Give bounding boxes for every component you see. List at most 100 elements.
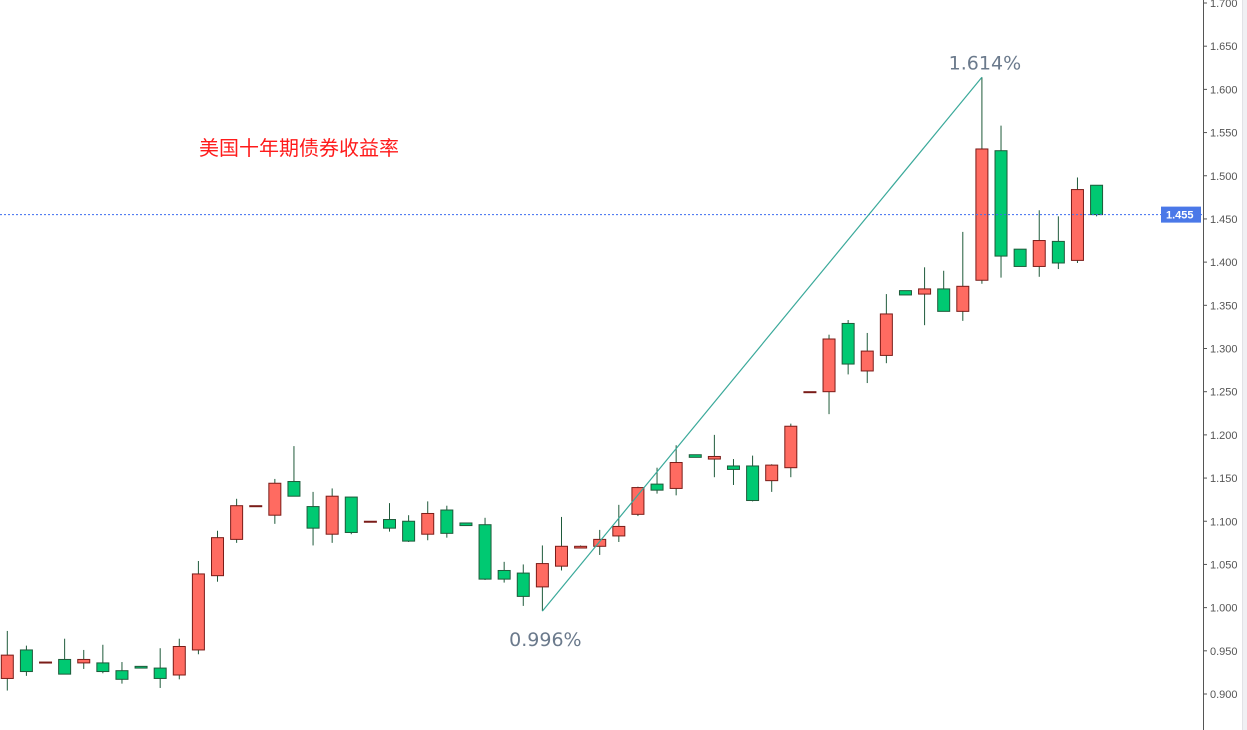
candle-body-up <box>612 525 626 537</box>
trendline[interactable] <box>541 76 983 612</box>
y-tick-label: 1.300 <box>1210 344 1238 356</box>
candle-body-down <box>134 665 148 669</box>
y-axis[interactable]: 0.900 0.950 1.000 1.050 1.100 1.150 1.200 1.250… <box>1203 0 1238 730</box>
candle <box>268 478 282 524</box>
candle <box>937 270 951 312</box>
candle <box>593 529 607 555</box>
candle <box>860 332 874 384</box>
candle-body-down <box>994 150 1008 257</box>
candle <box>746 455 760 502</box>
y-tick-label: 1.100 <box>1210 516 1238 528</box>
candle <box>211 530 225 582</box>
candle-body-up <box>0 654 14 679</box>
y-tick-label: 1.200 <box>1210 430 1238 442</box>
candle-body-down <box>1090 184 1104 216</box>
candle-body-up <box>211 537 225 577</box>
candle <box>516 564 530 606</box>
candle-body-down <box>688 454 702 458</box>
y-tick-label: 1.500 <box>1210 171 1238 183</box>
candle <box>383 503 396 532</box>
candle-body-down <box>306 506 320 529</box>
candle-body-down <box>115 670 129 680</box>
candle-body-down <box>516 572 530 597</box>
y-tick-label: 1.150 <box>1210 473 1238 485</box>
candle <box>478 517 492 580</box>
candle <box>96 644 110 674</box>
candle-body-up <box>421 512 435 535</box>
y-tick-label: 0.900 <box>1210 689 1238 701</box>
candle <box>230 498 244 543</box>
candle-body-down <box>344 496 358 533</box>
candle <box>574 545 588 549</box>
candle <box>1032 210 1046 277</box>
candle <box>1070 177 1084 263</box>
candle <box>58 638 72 675</box>
y-tick-label: 1.450 <box>1210 214 1238 226</box>
candle-body-down <box>58 658 72 675</box>
candle-body-up <box>249 505 263 508</box>
candle-body-down <box>440 509 454 534</box>
candle-body-down <box>459 522 473 527</box>
annotation-low: 0.996% <box>509 629 581 651</box>
candle-body-up <box>268 482 282 516</box>
candle-body-up <box>879 313 893 356</box>
candle <box>191 560 205 655</box>
candle <box>459 522 473 527</box>
y-tick-label: 1.550 <box>1210 128 1238 140</box>
candle-body-up <box>1032 240 1046 267</box>
y-tick-label: 1.250 <box>1210 387 1238 399</box>
candle-body-down <box>746 465 760 502</box>
candle-body-up <box>535 563 549 588</box>
candle <box>153 648 167 688</box>
candle-body-up <box>784 425 798 469</box>
candle <box>994 125 1008 278</box>
y-tick-label: 1.350 <box>1210 300 1238 312</box>
scrollbar-strip[interactable] <box>1242 0 1247 730</box>
candle <box>115 662 129 684</box>
candle-body-up <box>669 462 683 489</box>
candle <box>726 459 740 485</box>
candle <box>402 515 416 542</box>
candle <box>325 488 339 543</box>
candle-body-up <box>191 573 205 651</box>
candle-body-up <box>918 288 932 295</box>
candle-body-down <box>726 465 740 470</box>
candle-body-down <box>898 290 912 296</box>
candle <box>77 649 91 669</box>
candle-body-up <box>39 661 53 664</box>
candle-body-down <box>383 519 396 529</box>
chart-title: 美国十年期债券收益率 <box>199 136 399 160</box>
candle <box>956 231 970 321</box>
candle <box>803 391 817 394</box>
candle-body-up <box>172 645 186 676</box>
candle-body-up <box>803 391 817 394</box>
candle <box>497 561 511 583</box>
y-tick-label: 1.400 <box>1210 257 1238 269</box>
candle <box>784 423 798 478</box>
candle <box>1090 184 1104 217</box>
candle <box>306 491 320 546</box>
candle-body-up <box>77 658 91 664</box>
candle <box>421 501 435 541</box>
candle <box>535 545 549 612</box>
candle <box>0 630 14 691</box>
candle-body-down <box>841 322 855 365</box>
candle <box>1051 216 1065 270</box>
y-tick-label: 1.600 <box>1210 84 1238 96</box>
candle-body-up <box>956 285 970 312</box>
candle <box>39 661 53 664</box>
candle <box>765 464 779 492</box>
candle-body-down <box>153 667 167 679</box>
candle <box>631 486 645 517</box>
candle-body-up <box>554 545 568 567</box>
candle-body-up <box>325 495 339 535</box>
candle-body-up <box>765 464 779 482</box>
candle-body-down <box>96 662 110 673</box>
y-tick-label: 1.000 <box>1210 603 1238 615</box>
y-tick-label: 1.650 <box>1210 41 1238 53</box>
candle-body-down <box>1013 248 1027 267</box>
candle <box>822 334 836 415</box>
current-price-tag <box>1161 206 1201 223</box>
candle <box>841 319 855 375</box>
